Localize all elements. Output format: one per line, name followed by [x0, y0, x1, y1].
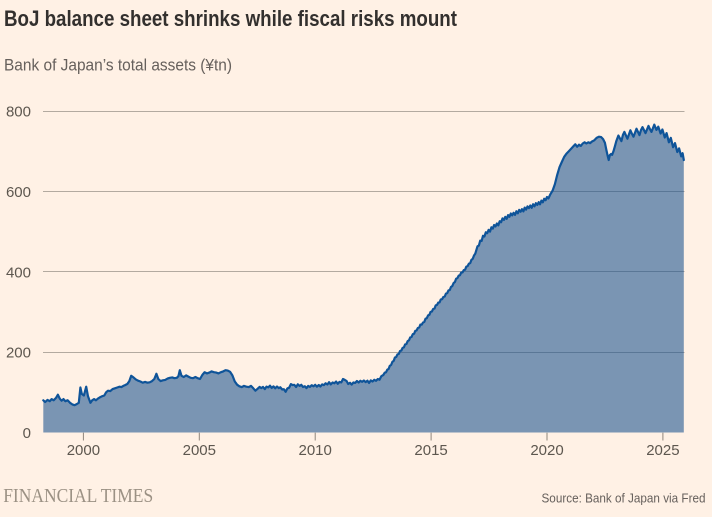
svg-text:0: 0 [23, 425, 31, 442]
svg-text:600: 600 [6, 184, 31, 201]
svg-text:Bank of Japan’s total assets (: Bank of Japan’s total assets (¥tn) [4, 55, 232, 74]
svg-text:2020: 2020 [530, 442, 563, 459]
svg-text:2010: 2010 [299, 442, 332, 459]
svg-text:2015: 2015 [414, 442, 447, 459]
svg-text:2025: 2025 [646, 442, 679, 459]
svg-text:Source: Bank of Japan via Fred: Source: Bank of Japan via Fred [542, 492, 706, 506]
svg-text:2000: 2000 [67, 442, 100, 459]
svg-text:800: 800 [6, 104, 31, 121]
svg-text:2005: 2005 [183, 442, 216, 459]
svg-text:400: 400 [6, 264, 31, 281]
svg-text:BoJ balance sheet shrinks whil: BoJ balance sheet shrinks while fiscal r… [4, 6, 458, 31]
svg-text:200: 200 [6, 345, 31, 362]
svg-text:FINANCIAL TIMES: FINANCIAL TIMES [3, 485, 153, 507]
